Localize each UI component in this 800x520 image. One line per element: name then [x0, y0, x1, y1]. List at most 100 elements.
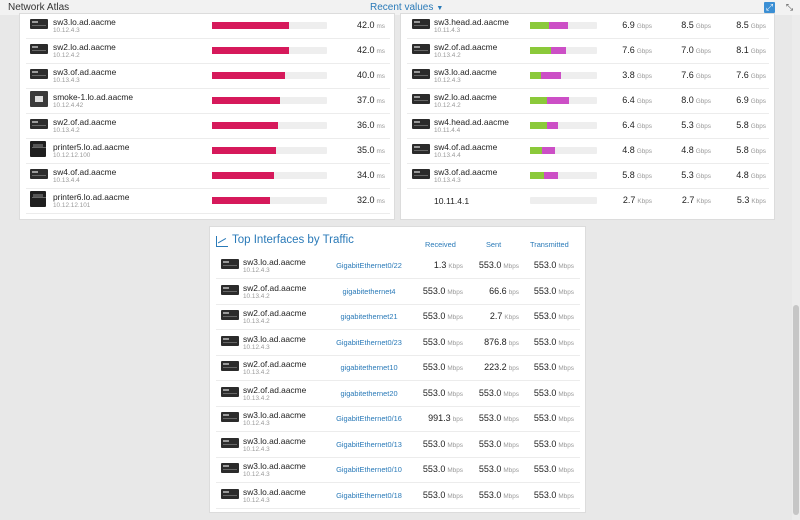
- scrollbar[interactable]: [792, 15, 800, 520]
- received-rate: 553.0 Mbps: [399, 286, 463, 296]
- bandwidth-row[interactable]: sw4.of.ad.aacme 10.13.4.4 4.8 Gbps 4.8 Gbps 5.…: [401, 139, 774, 164]
- response-time-bar: [212, 22, 327, 29]
- device-name[interactable]: sw2.lo.ad.aacme: [434, 92, 497, 102]
- received-bar-segment: [530, 97, 547, 104]
- row-divider: [216, 278, 580, 279]
- device-ip: 10.12.4.3: [243, 343, 270, 351]
- device-name[interactable]: sw3.lo.ad.aacme: [243, 410, 306, 420]
- interface-row[interactable]: sw2.of.ad.aacme 10.13.4.2 gigabitethernet2…: [210, 305, 585, 330]
- device-name[interactable]: smoke-1.lo.ad.aacme: [53, 92, 134, 102]
- device-ip[interactable]: 10.11.4.1: [434, 196, 470, 206]
- device-name[interactable]: sw4.of.ad.aacme: [53, 167, 117, 177]
- response-time-row[interactable]: smoke-1.lo.ad.aacme 10.12.4.42 37.0 ms: [20, 89, 394, 114]
- interface-row[interactable]: sw3.lo.ad.aacme 10.12.4.3 GigabitEthernet0…: [210, 433, 585, 458]
- bandwidth-row[interactable]: sw2.lo.ad.aacme 10.12.4.2 6.4 Gbps 8.0 Gbps 6.…: [401, 89, 774, 114]
- interface-link[interactable]: gigabitethernet21: [340, 312, 398, 321]
- device-name[interactable]: sw2.of.ad.aacme: [243, 384, 307, 395]
- interface-link[interactable]: GigabitEthernet0/18: [336, 490, 402, 500]
- device-name[interactable]: sw2.of.ad.aacme: [243, 308, 307, 318]
- interface-row[interactable]: sw3.lo.ad.aacme 10.12.4.3 GigabitEthernet0…: [210, 458, 585, 483]
- response-time-row[interactable]: sw2.of.ad.aacme 10.13.4.2 36.0 ms: [20, 114, 394, 139]
- bandwidth-row[interactable]: sw3.head.ad.aacme 10.11.4.3 6.9 Gbps 8.5 Gbps…: [401, 14, 774, 39]
- device-name[interactable]: sw2.of.ad.aacme: [243, 282, 307, 293]
- bandwidth-row[interactable]: sw2.of.ad.aacme 10.13.4.2 7.6 Gbps 7.0 Gbps 8.…: [401, 39, 774, 64]
- response-time-row[interactable]: sw3.lo.ad.aacme 10.12.4.3 42.0 ms: [20, 14, 394, 39]
- expand-icon[interactable]: ⤢: [764, 2, 775, 13]
- interface-row[interactable]: sw3.lo.ad.aacme 10.12.4.3 GigabitEthernet0…: [210, 407, 585, 432]
- interface-link[interactable]: GigabitEthernet0/10: [336, 465, 402, 474]
- response-time-row[interactable]: sw3.of.ad.aacme 10.13.4.3 40.0 ms: [20, 64, 394, 89]
- received-rate: 6.9 Gbps: [596, 20, 652, 30]
- received-rate: 553.0 Mbps: [399, 337, 463, 347]
- total-rate: 5.8 Gbps: [710, 145, 766, 155]
- sent-rate-value: 7.6: [681, 70, 694, 80]
- received-rate: 6.4 Gbps: [596, 95, 652, 105]
- scrollbar-thumb[interactable]: [793, 305, 799, 515]
- device-name[interactable]: sw2.lo.ad.aacme: [53, 42, 116, 52]
- device-name[interactable]: sw3.lo.ad.aacme: [243, 486, 306, 497]
- column-sent[interactable]: Sent: [486, 240, 502, 249]
- received-rate-value: 553.0: [422, 464, 446, 474]
- response-time-number: 32.0: [356, 195, 375, 205]
- received-rate-value: 1.3: [433, 260, 447, 270]
- column-transmitted[interactable]: Transmitted: [530, 240, 569, 249]
- device-name[interactable]: sw3.lo.ad.aacme: [243, 333, 306, 344]
- device-name[interactable]: sw3.head.ad.aacme: [434, 17, 509, 27]
- response-time-bar-fill: [212, 47, 289, 54]
- response-time-bar: [212, 47, 327, 54]
- interface-row[interactable]: sw2.of.ad.aacme 10.13.4.2 gigabitethernet2…: [210, 382, 585, 407]
- interface-link[interactable]: gigabitethernet4: [342, 286, 396, 296]
- device-name[interactable]: sw2.of.ad.aacme: [243, 359, 307, 369]
- popout-icon[interactable]: ⤡: [785, 2, 794, 12]
- response-time-row[interactable]: sw4.of.ad.aacme 10.13.4.4 34.0 ms: [20, 164, 394, 189]
- received-rate-value: 6.4: [622, 95, 635, 105]
- received-rate-value: 991.3: [428, 413, 451, 423]
- device-name[interactable]: printer6.lo.ad.aacme: [53, 192, 130, 202]
- sent-rate-value: 223.2: [484, 362, 507, 372]
- sent-rate-unit: Gbps: [695, 148, 711, 155]
- device-name[interactable]: sw2.of.ad.aacme: [434, 42, 498, 52]
- sent-rate: 4.8 Gbps: [655, 145, 711, 155]
- interface-row[interactable]: sw3.lo.ad.aacme 10.12.4.3 GigabitEthernet0…: [210, 331, 585, 356]
- interface-link[interactable]: gigabitethernet10: [340, 363, 398, 372]
- interface-link[interactable]: GigabitEthernet0/23: [336, 337, 402, 347]
- interface-row[interactable]: sw3.lo.ad.aacme 10.12.4.3 GigabitEthernet0…: [210, 254, 585, 279]
- bandwidth-row[interactable]: sw3.lo.ad.aacme 10.12.4.3 3.8 Gbps 7.6 Gbps 7.…: [401, 64, 774, 89]
- panel-title[interactable]: Top Interfaces by Traffic: [232, 234, 354, 246]
- interface-link[interactable]: GigabitEthernet0/16: [336, 414, 402, 423]
- bandwidth-row[interactable]: sw3.of.ad.aacme 10.13.4.3 5.8 Gbps 5.3 Gbps 4.…: [401, 164, 774, 189]
- device-ip: 10.13.4.3: [434, 177, 461, 184]
- device-name[interactable]: sw3.of.ad.aacme: [53, 67, 117, 77]
- device-name[interactable]: sw2.of.ad.aacme: [53, 117, 117, 127]
- interface-row[interactable]: sw3.lo.ad.aacme 10.12.4.3 GigabitEthernet0…: [210, 484, 585, 509]
- interface-link[interactable]: gigabitethernet20: [340, 388, 398, 398]
- device-ip: 10.13.4.2: [243, 369, 270, 376]
- recent-values-dropdown[interactable]: Recent values ▼: [370, 2, 443, 13]
- interface-link[interactable]: GigabitEthernet0/13: [336, 439, 402, 449]
- device-name[interactable]: sw3.lo.ad.aacme: [53, 17, 116, 27]
- device-name[interactable]: printer5.lo.ad.aacme: [53, 142, 130, 152]
- device-name[interactable]: sw4.of.ad.aacme: [434, 142, 498, 152]
- bandwidth-row[interactable]: 10.11.4.1 2.7 Kbps 2.7 Kbps 5.3 Kbps: [401, 189, 774, 214]
- response-time-unit: ms: [376, 198, 385, 205]
- response-time-row[interactable]: printer5.lo.ad.aacme 10.12.12.100 35.0 ms: [20, 139, 394, 164]
- device-name[interactable]: sw3.lo.ad.aacme: [243, 435, 306, 446]
- top-interfaces-panel: Top Interfaces by Traffic Received Sent …: [209, 226, 586, 513]
- device-name[interactable]: sw3.lo.ad.aacme: [434, 67, 497, 77]
- row-divider: [26, 213, 390, 214]
- bandwidth-row[interactable]: sw4.head.ad.aacme 10.11.4.4 6.4 Gbps 5.3 Gbps…: [401, 114, 774, 139]
- response-time-row[interactable]: printer6.lo.ad.aacme 10.12.12.101 32.0 ms: [20, 189, 394, 214]
- column-received[interactable]: Received: [425, 240, 456, 249]
- device-name[interactable]: sw3.lo.ad.aacme: [243, 461, 306, 471]
- switch-icon: [412, 69, 430, 79]
- transmitted-rate-value: 553.0: [533, 311, 557, 321]
- device-name[interactable]: sw3.of.ad.aacme: [434, 167, 498, 177]
- interface-row[interactable]: sw2.of.ad.aacme 10.13.4.2 gigabitethernet4…: [210, 280, 585, 305]
- device-name[interactable]: sw3.lo.ad.aacme: [243, 257, 306, 267]
- response-time-row[interactable]: sw2.lo.ad.aacme 10.12.4.2 42.0 ms: [20, 39, 394, 64]
- interface-link[interactable]: GigabitEthernet0/22: [336, 261, 402, 270]
- interface-row[interactable]: sw2.of.ad.aacme 10.13.4.2 gigabitethernet1…: [210, 356, 585, 381]
- sent-rate-unit: Mbps: [503, 263, 519, 270]
- transmitted-rate: 553.0 Mbps: [516, 337, 574, 347]
- device-name[interactable]: sw4.head.ad.aacme: [434, 117, 509, 127]
